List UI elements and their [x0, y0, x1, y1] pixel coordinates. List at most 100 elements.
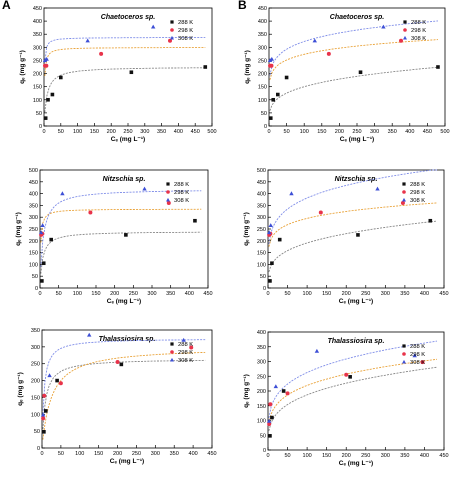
data-point-308k	[85, 38, 90, 43]
x-tick-label: 50	[284, 291, 290, 297]
data-point-308k	[38, 230, 44, 235]
y-tick-label: 200	[258, 72, 267, 78]
x-tick-label: 350	[166, 291, 175, 297]
data-point-298k	[115, 360, 120, 365]
y-tick-label: 150	[257, 404, 266, 410]
y-tick-label: 50	[34, 429, 40, 435]
x-tick-label: 450	[423, 129, 432, 135]
data-point-288k	[356, 233, 360, 237]
data-point-288k	[49, 237, 53, 242]
data-point-298k	[269, 63, 274, 68]
legend-marker-308k	[403, 35, 407, 40]
x-axis-label: Cₑ (mg L⁻¹)	[340, 136, 374, 143]
x-tick-label: 0	[267, 129, 270, 135]
data-point-288k	[43, 116, 48, 120]
x-tick-label: 500	[207, 129, 216, 135]
data-point-298k	[285, 391, 290, 396]
x-tick-label: 200	[110, 291, 119, 297]
y-tick-label: 50	[32, 274, 38, 280]
y-tick-label: 400	[33, 19, 42, 25]
data-point-288k	[268, 279, 272, 283]
x-tick-label: 400	[405, 129, 414, 135]
data-point-298k	[99, 51, 104, 56]
y-axis-label: qₑ (mg g⁻¹)	[19, 50, 26, 84]
y-tick-label: 200	[33, 72, 42, 78]
x-tick-label: 300	[370, 129, 379, 135]
legend-label: 288 K	[178, 342, 193, 348]
legend-label: 308 K	[410, 198, 425, 204]
data-point-288k	[428, 218, 433, 223]
data-point-298k	[268, 402, 273, 407]
y-tick-label: 400	[258, 19, 267, 25]
data-point-288k	[348, 375, 352, 379]
data-point-308k	[40, 223, 45, 228]
y-tick-label: 50	[261, 111, 267, 117]
data-point-298k	[267, 422, 272, 427]
x-axis-label: Cₑ (mg L⁻¹)	[107, 298, 141, 305]
legend-marker-308k	[166, 197, 170, 202]
fit-curve-298k	[269, 39, 439, 80]
y-tick-label: 300	[258, 45, 267, 51]
legend-label: 288 K	[178, 20, 193, 26]
data-point-288k	[358, 70, 363, 75]
data-point-298k	[58, 381, 63, 386]
y-tick-label: 350	[258, 32, 267, 38]
x-tick-label: 450	[203, 291, 212, 297]
x-tick-label: 100	[73, 129, 82, 135]
x-tick-label: 250	[129, 291, 138, 297]
x-tick-label: 350	[170, 451, 179, 457]
x-tick-label: 250	[352, 129, 361, 135]
chart-title: Nitzschia sp.	[103, 176, 146, 183]
data-point-308k	[412, 353, 417, 358]
x-tick-label: 150	[91, 291, 100, 297]
y-tick-label: 0	[264, 124, 267, 130]
y-tick-label: 200	[29, 239, 38, 245]
x-tick-label: 500	[440, 129, 449, 135]
legend-marker-288k	[402, 344, 406, 348]
x-tick-label: 400	[189, 451, 198, 457]
legend-label: 288 K	[411, 20, 426, 26]
y-tick-label: 450	[258, 6, 267, 12]
chart-4: 0 50 100 150 200 250 300 350 400 450 500 0 50 100 150 2…	[243, 168, 449, 305]
data-point-288k	[119, 362, 124, 367]
y-tick-label: 300	[29, 215, 38, 221]
fit-curve-298k	[44, 47, 206, 76]
x-tick-label: 200	[342, 291, 351, 297]
x-tick-label: 400	[420, 291, 429, 297]
x-tick-label: 300	[381, 291, 390, 297]
y-tick-label: 100	[29, 262, 38, 268]
y-tick-label: 50	[260, 274, 266, 280]
fit-curve-288k	[268, 366, 438, 431]
data-point-308k	[60, 191, 65, 196]
fit-curve-298k	[40, 208, 202, 243]
x-tick-label: 250	[123, 129, 132, 135]
legend-label: 308 K	[411, 36, 426, 42]
y-tick-label: 400	[257, 192, 266, 198]
x-tick-label: 350	[400, 291, 409, 297]
fit-curve-308k	[42, 339, 206, 415]
y-axis-label: qₑ (mg g⁻¹)	[15, 212, 22, 246]
y-tick-label: 150	[31, 395, 40, 401]
legend-label: 298 K	[411, 28, 426, 34]
fit-curve-308k	[268, 169, 437, 245]
x-tick-label: 200	[107, 129, 116, 135]
legend-label: 298 K	[410, 352, 425, 358]
legend-marker-308k	[170, 35, 174, 40]
y-tick-label: 250	[29, 227, 38, 233]
panel-label-b: B	[238, 0, 247, 12]
y-tick-label: 100	[258, 98, 267, 104]
y-tick-label: 100	[257, 262, 266, 268]
y-tick-label: 0	[263, 286, 266, 292]
y-tick-label: 250	[257, 374, 266, 380]
plot-frame	[41, 329, 213, 449]
data-point-308k	[266, 230, 272, 235]
legend-marker-288k	[170, 20, 174, 24]
legend-marker-298k	[403, 28, 407, 32]
legend-label: 298 K	[178, 28, 193, 34]
fit-curve-288k	[40, 231, 202, 274]
y-tick-label: 350	[29, 203, 38, 209]
y-tick-label: 100	[31, 412, 40, 418]
y-tick-label: 150	[29, 251, 38, 257]
y-tick-label: 350	[257, 345, 266, 351]
